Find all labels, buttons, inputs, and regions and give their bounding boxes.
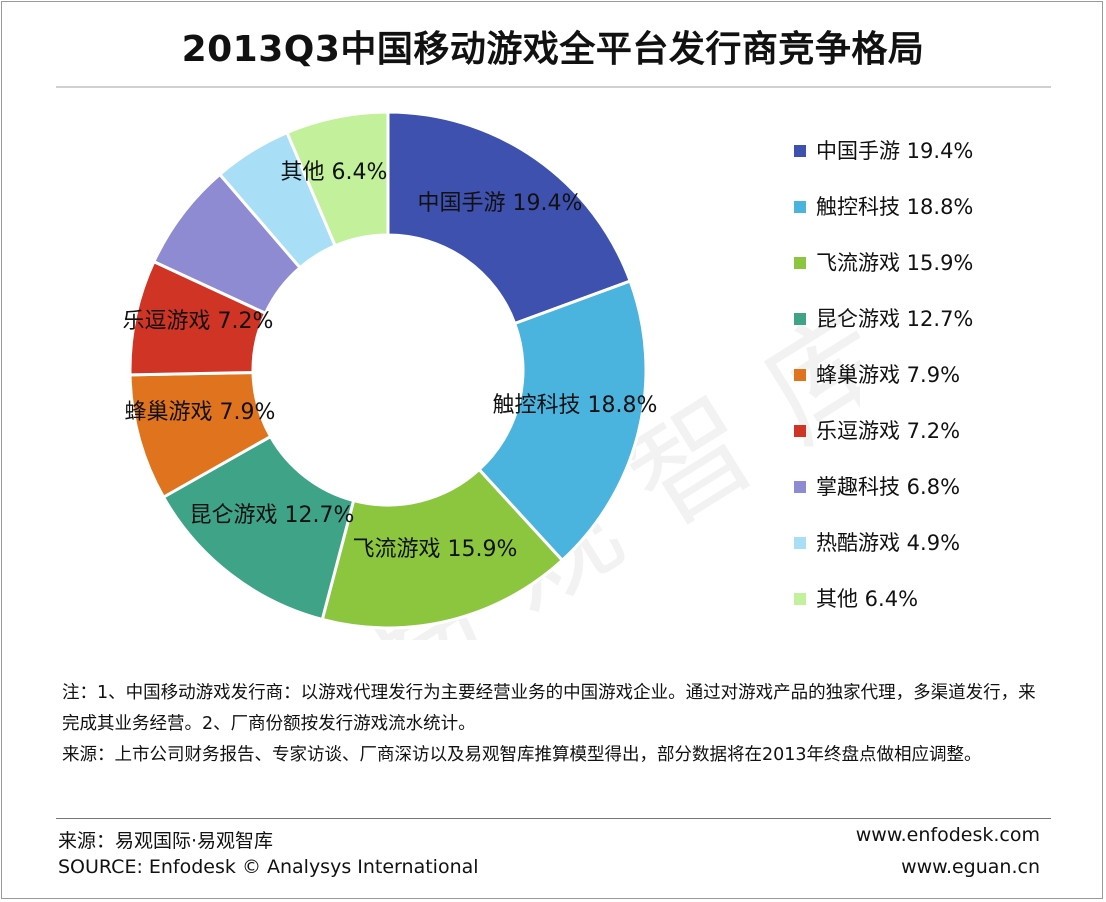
legend-swatch xyxy=(794,593,806,605)
legend-swatch xyxy=(794,481,806,493)
legend-item: 乐逗游戏 7.2% xyxy=(794,415,960,445)
donut-slice xyxy=(386,110,633,326)
legend-label: 掌趣科技 6.8% xyxy=(816,475,961,499)
legend-item: 其他 6.4% xyxy=(794,583,918,613)
legend-label: 昆仑游戏 12.7% xyxy=(816,307,974,331)
footer-source-en: SOURCE: Enfodesk © Analysys Internationa… xyxy=(58,856,479,878)
legend-item: 蜂巢游戏 7.9% xyxy=(794,359,960,389)
note-text: 注：1、中国移动游戏发行商：以游戏代理发行为主要经营业务的中国游戏企业。通过对游… xyxy=(62,683,1036,734)
slice-label: 触控科技 18.8% xyxy=(493,393,658,418)
legend-label: 热酷游戏 4.9% xyxy=(816,531,961,555)
slice-label: 昆仑游戏 12.7% xyxy=(190,503,355,528)
legend-label: 触控科技 18.8% xyxy=(816,195,974,219)
legend-item: 触控科技 18.8% xyxy=(794,191,973,221)
footer-url-enfodesk[interactable]: www.enfodesk.com xyxy=(855,824,1040,846)
legend-swatch xyxy=(794,425,806,437)
slice-label: 中国手游 19.4% xyxy=(418,191,583,216)
legend-item: 热酷游戏 4.9% xyxy=(794,527,960,557)
legend-label: 飞流游戏 15.9% xyxy=(816,251,974,275)
footer-source-cn: 来源：易观国际·易观智库 xyxy=(58,830,274,852)
footer-url-eguan[interactable]: www.eguan.cn xyxy=(901,856,1040,878)
legend-label: 蜂巢游戏 7.9% xyxy=(816,363,961,387)
slice-label: 蜂巢游戏 7.9% xyxy=(125,400,276,425)
footer-divider xyxy=(56,818,1051,819)
slice-label: 飞流游戏 15.9% xyxy=(353,537,518,562)
legend-item: 飞流游戏 15.9% xyxy=(794,247,973,277)
donut-slice xyxy=(477,279,648,563)
legend-swatch xyxy=(794,201,806,213)
legend-swatch xyxy=(794,537,806,549)
slice-label: 其他 6.4% xyxy=(281,160,388,185)
legend-label: 其他 6.4% xyxy=(816,587,919,611)
legend-label: 中国手游 19.4% xyxy=(816,139,974,163)
legend-swatch xyxy=(794,313,806,325)
legend-item: 中国手游 19.4% xyxy=(794,135,973,165)
legend-swatch xyxy=(794,145,806,157)
donut-slice xyxy=(320,467,565,630)
slice-label: 乐逗游戏 7.2% xyxy=(123,309,274,334)
legend-swatch xyxy=(794,257,806,269)
legend-label: 乐逗游戏 7.2% xyxy=(816,419,961,443)
legend-item: 掌趣科技 6.8% xyxy=(794,471,960,501)
legend-item: 昆仑游戏 12.7% xyxy=(794,303,973,333)
legend-swatch xyxy=(794,369,806,381)
chart-title: 2013Q3中国移动游戏全平台发行商竞争格局 xyxy=(181,29,925,70)
title-divider xyxy=(56,86,1051,88)
donut-slice xyxy=(285,110,390,248)
source-text: 来源：上市公司财务报告、专家访谈、厂商深访以及易观智库推算模型得出，部分数据将在… xyxy=(62,745,982,765)
chart-notes: 注：1、中国移动游戏发行商：以游戏代理发行为主要经营业务的中国游戏企业。通过对游… xyxy=(62,678,1052,771)
